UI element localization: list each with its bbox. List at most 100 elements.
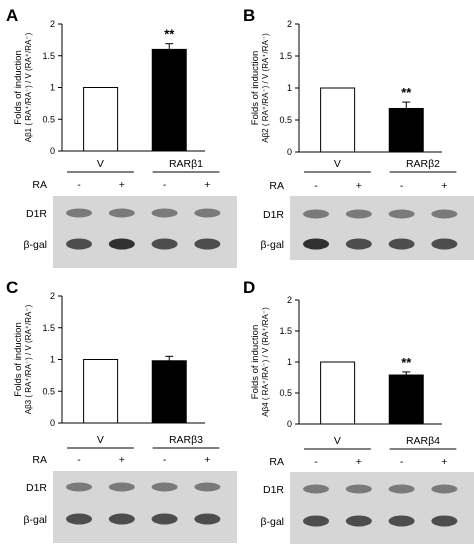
band-bgal <box>388 238 415 250</box>
panel-label: C <box>6 278 18 297</box>
blot-row-label: β-gal <box>260 516 284 528</box>
significance-marker: ** <box>401 355 412 370</box>
panel-c: C 0 0.5 1 1.5 2 Folds of induction Aβ3 ( RA⁺/RA… <box>0 272 237 544</box>
bar-RARβ3 <box>151 360 187 424</box>
y-tick-label: 0.5 <box>42 386 55 396</box>
ra-sign: - <box>77 179 81 191</box>
ra-sign: - <box>163 179 167 191</box>
ra-sign: - <box>77 454 81 466</box>
band-d1r <box>194 208 221 218</box>
y-tick-label: 1.5 <box>42 323 55 333</box>
y-tick-label: 1 <box>50 83 55 93</box>
ra-sign: + <box>204 179 210 191</box>
bar-RARβ2 <box>388 107 424 153</box>
panel-label: A <box>6 6 18 25</box>
ra-sign: - <box>400 180 404 192</box>
ra-sign: + <box>356 456 362 468</box>
y-tick-label: 2 <box>50 19 55 29</box>
panel-b: B 0 0.5 1 1.5 2 Folds of induction Aβ2 ( RA⁺/RA… <box>237 0 474 272</box>
y-tick-label: 0 <box>287 419 292 429</box>
blot-row-label: β-gal <box>23 239 47 251</box>
panel-c-svg: C 0 0.5 1 1.5 2 Folds of induction Aβ3 ( RA⁺/RA… <box>6 278 237 543</box>
y-tick-label: 1.5 <box>42 51 55 61</box>
ra-row-label: RA <box>32 454 47 466</box>
y-tick-label: 1.5 <box>279 51 292 61</box>
band-d1r <box>194 482 221 492</box>
band-bgal <box>303 238 330 250</box>
panel-label: B <box>243 6 255 25</box>
y-tick-label: 1 <box>50 355 55 365</box>
y-axis-subtitle: Aβ1 ( RA⁺/RA⁻) / V (RA⁺/RA⁻) <box>24 32 33 142</box>
group-label: V <box>334 158 341 170</box>
band-bgal <box>66 238 93 250</box>
ra-sign: + <box>119 179 125 191</box>
group-label: RARβ4 <box>406 435 440 447</box>
ra-sign: + <box>356 180 362 192</box>
y-axis-subtitle: Aβ4 ( RA⁺/RA⁻) / V (RA⁺/RA⁻) <box>261 307 270 417</box>
ra-sign: - <box>314 180 318 192</box>
ra-sign: - <box>400 456 404 468</box>
band-d1r <box>388 484 415 494</box>
panel-label: D <box>243 278 255 297</box>
blot-row-label: β-gal <box>260 239 284 251</box>
band-bgal <box>108 238 135 250</box>
significance-marker: ** <box>164 27 175 42</box>
band-bgal <box>431 515 458 527</box>
ra-sign: - <box>314 456 318 468</box>
blot-row-label: D1R <box>263 209 284 221</box>
band-d1r <box>431 209 458 219</box>
band-bgal <box>151 513 178 525</box>
blot-background <box>53 471 237 543</box>
y-tick-label: 0.5 <box>279 388 292 398</box>
band-d1r <box>345 209 372 219</box>
bar-V <box>320 87 356 153</box>
panel-b-svg: B 0 0.5 1 1.5 2 Folds of induction Aβ2 ( RA⁺/RA… <box>243 6 474 260</box>
blot-background <box>290 472 474 544</box>
band-d1r <box>108 208 135 218</box>
band-bgal <box>345 238 372 250</box>
y-tick-label: 0 <box>50 146 55 156</box>
ra-sign: + <box>119 454 125 466</box>
group-label: RARβ3 <box>169 434 203 446</box>
panel-a-svg: A 0 0.5 1 1.5 2 Folds of induction Aβ1 ( RA⁺/RA… <box>6 6 237 268</box>
band-d1r <box>388 209 415 219</box>
band-bgal <box>431 238 458 250</box>
band-bgal <box>108 513 135 525</box>
y-axis-title: Folds of induction <box>250 51 261 125</box>
y-tick-label: 1.5 <box>279 326 292 336</box>
ra-sign: - <box>163 454 167 466</box>
blot-row-label: D1R <box>26 482 47 494</box>
band-d1r <box>303 209 330 219</box>
band-d1r <box>151 208 178 218</box>
y-tick-label: 2 <box>50 291 55 301</box>
band-bgal <box>151 238 178 250</box>
y-axis-title: Folds of induction <box>13 322 24 396</box>
blot-background <box>290 196 474 260</box>
blot-row-label: D1R <box>26 208 47 220</box>
group-label: RARβ2 <box>406 158 440 170</box>
group-label: RARβ1 <box>169 158 203 170</box>
y-axis-subtitle: Aβ2 ( RA⁺/RA⁻) / V (RA⁺/RA⁻) <box>261 33 270 143</box>
y-axis-subtitle: Aβ3 ( RA⁺/RA⁻) / V (RA⁺/RA⁻) <box>24 304 33 414</box>
band-d1r <box>66 482 93 492</box>
blot-row-label: β-gal <box>23 514 47 526</box>
band-d1r <box>431 484 458 494</box>
ra-sign: + <box>204 454 210 466</box>
ra-sign: + <box>441 456 447 468</box>
bar-V <box>83 359 119 424</box>
panel-a: A 0 0.5 1 1.5 2 Folds of induction Aβ1 ( RA⁺/RA… <box>0 0 237 272</box>
significance-marker: ** <box>401 85 412 100</box>
band-bgal <box>345 515 372 527</box>
y-axis-title: Folds of induction <box>250 325 261 399</box>
band-bgal <box>194 513 221 525</box>
y-tick-label: 0 <box>287 147 292 157</box>
y-axis-title: Folds of induction <box>13 50 24 124</box>
y-tick-label: 0 <box>50 418 55 428</box>
y-tick-label: 1 <box>287 83 292 93</box>
band-d1r <box>345 484 372 494</box>
bar-V <box>320 361 356 425</box>
bar-RARβ4 <box>388 374 424 425</box>
group-label: V <box>97 158 104 170</box>
bar-RARβ1 <box>151 48 187 152</box>
y-tick-label: 2 <box>287 295 292 305</box>
